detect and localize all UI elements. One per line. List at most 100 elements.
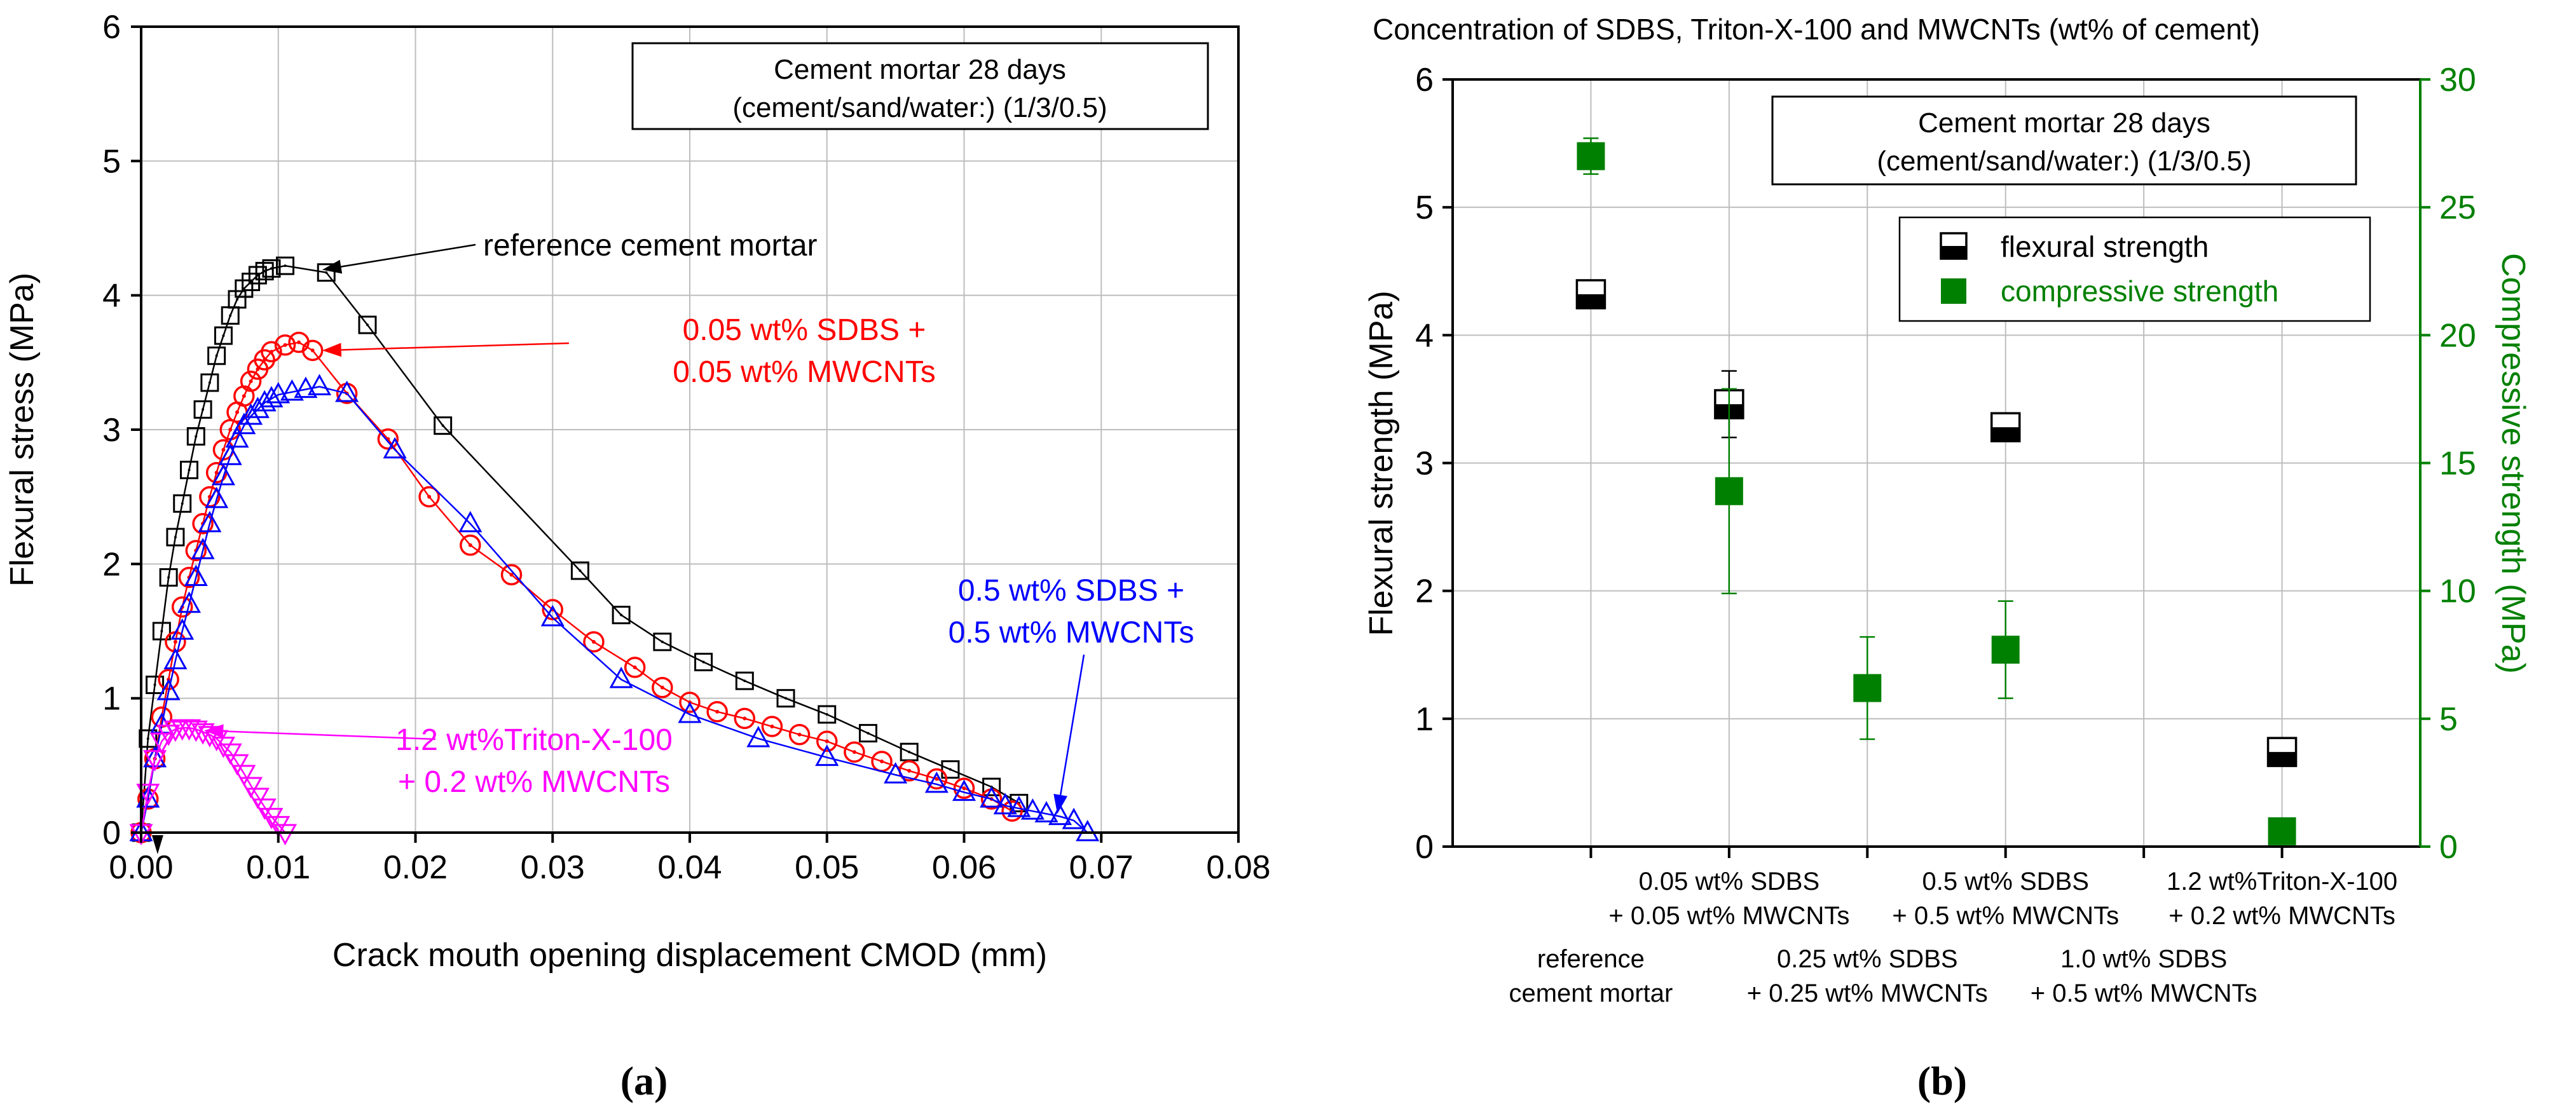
data-point-center	[160, 630, 163, 632]
data-point	[259, 808, 284, 829]
info-box-line1: Cement mortar 28 days	[1918, 107, 2210, 139]
data-point-center	[427, 494, 432, 499]
y-tick-label: 1	[1415, 701, 1434, 738]
x-tick-label: 0.02	[383, 849, 448, 886]
data-point	[146, 676, 165, 695]
data-point-center	[221, 447, 226, 452]
series-b	[1575, 137, 2298, 845]
category-label: 0.25 wt% SDBS	[1777, 945, 1958, 973]
category-label: 0.5 wt% SDBS	[1922, 868, 2089, 896]
data-point	[180, 460, 199, 479]
data-point	[844, 741, 865, 763]
data-point-center	[269, 350, 273, 354]
data-point	[274, 334, 296, 356]
data-point	[624, 657, 646, 678]
data-point	[207, 346, 226, 365]
data-point-center	[743, 679, 746, 683]
y-tick-label: 2	[102, 546, 121, 583]
data-point	[418, 486, 440, 508]
data-point-fill	[1991, 427, 2020, 442]
data-point	[982, 777, 1001, 796]
y-axis-label-b: Flexural strength (MPa)	[1363, 290, 1400, 636]
data-point	[184, 564, 208, 586]
data-point-center	[715, 709, 720, 714]
data-point	[317, 263, 336, 282]
data-point-center	[188, 468, 191, 472]
data-point-center	[214, 470, 219, 475]
data-point	[1034, 801, 1058, 822]
data-point	[200, 373, 219, 392]
data-point	[358, 315, 377, 334]
data-point-fill	[2268, 752, 2296, 767]
data-point-center	[181, 502, 184, 505]
data-point	[583, 631, 605, 653]
info-box-b: Cement mortar 28 days (cement/sand/water…	[1771, 95, 2357, 186]
data-point-center	[784, 697, 788, 700]
series-label: reference cement mortar	[483, 229, 818, 262]
info-box-line2: (cement/sand/water:) (1/3/0.5)	[732, 92, 1107, 123]
data-point	[335, 380, 359, 402]
data-point	[228, 290, 247, 309]
data-point-center	[366, 324, 369, 327]
data-point-center	[867, 732, 870, 735]
data-point	[185, 540, 207, 561]
data-point	[149, 732, 174, 754]
data-point	[143, 750, 167, 772]
data-point-center	[235, 410, 240, 414]
data-point	[980, 786, 1004, 808]
data-point-center	[907, 768, 912, 773]
data-point	[609, 666, 633, 688]
series-line	[140, 264, 1020, 833]
data-point	[952, 779, 976, 801]
data-point	[170, 618, 195, 640]
data-point	[211, 463, 235, 486]
data-point-center	[660, 685, 664, 690]
data-point	[171, 596, 193, 618]
series-0	[132, 256, 1029, 842]
data-point	[177, 719, 202, 741]
data-point	[177, 591, 202, 613]
y-tick-label: 3	[1415, 446, 1434, 482]
data-point-center	[591, 639, 596, 644]
x-axis-label-a: Crack mouth opening displacement CMOD (m…	[332, 937, 1047, 974]
data-point	[746, 725, 771, 747]
data-point	[239, 777, 263, 799]
series-2	[129, 374, 1100, 842]
data-point-center	[222, 334, 225, 337]
category-label: + 0.05 wt% MWCNTs	[1608, 902, 1849, 930]
data-point-center	[661, 640, 664, 643]
data-point-center	[468, 543, 472, 547]
data-point	[1577, 142, 1605, 170]
y2-tick-label: 30	[2439, 62, 2476, 99]
data-point	[136, 784, 160, 805]
data-point	[953, 777, 975, 800]
data-point-center	[620, 613, 623, 617]
data-point	[178, 566, 200, 589]
data-point	[198, 510, 222, 533]
series-label: 1.2 wt%Triton-X-100	[395, 723, 673, 757]
y2-tick-label: 0	[2439, 829, 2458, 866]
info-box-line1: Cement mortar 28 days	[774, 54, 1066, 85]
chart-title-b: Concentration of SDBS, Triton-X-100 and …	[1373, 13, 2260, 46]
data-point	[163, 720, 188, 742]
data-point-center	[270, 267, 273, 270]
data-point	[307, 374, 332, 395]
data-point	[383, 437, 407, 459]
series-label: 0.5 wt% SDBS +	[958, 574, 1184, 608]
data-point	[694, 653, 713, 672]
data-point	[211, 737, 235, 758]
data-point	[262, 259, 281, 278]
y2-tick-label: 20	[2439, 317, 2476, 354]
data-point	[198, 726, 222, 747]
data-point	[245, 397, 270, 418]
data-point-center	[509, 573, 514, 577]
data-point	[225, 754, 249, 776]
category-label: reference	[1537, 945, 1645, 973]
legend-compressive-label: compressive strength	[2001, 275, 2278, 308]
x-tick-label: 0.01	[246, 849, 310, 886]
data-point	[1062, 807, 1086, 829]
data-point	[679, 692, 701, 713]
data-point-center	[935, 777, 939, 781]
series-1	[1577, 137, 2296, 845]
series-label: + 0.2 wt% MWCNTs	[398, 765, 670, 799]
